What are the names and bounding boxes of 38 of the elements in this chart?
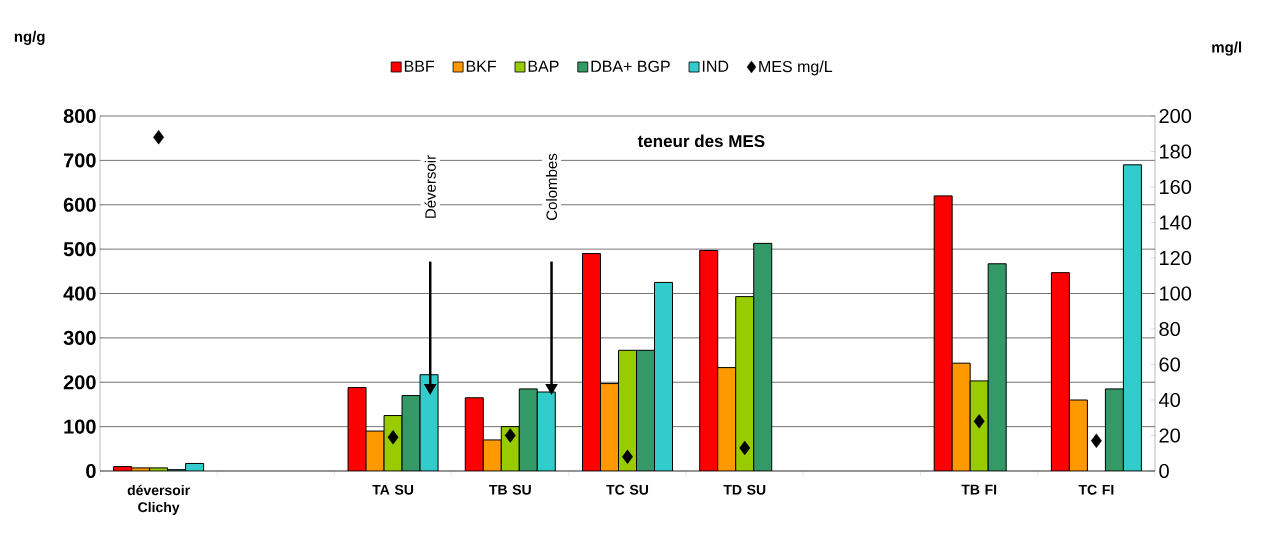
legend-label: IND <box>702 60 729 72</box>
y2-tick-label: 80 <box>1159 321 1180 337</box>
legend-label: MES mg/L <box>759 60 833 76</box>
y-tick-label: 300 <box>63 330 96 345</box>
legend-label: DBA+ BGP <box>591 60 670 72</box>
y2-tick-label: 60 <box>1159 357 1180 372</box>
legend-label: BAP <box>528 60 559 72</box>
x-tick-label: TD SU <box>723 484 766 495</box>
y2-tick-label: 40 <box>1158 392 1180 408</box>
annotation: teneur des MES <box>637 134 765 148</box>
y-axis-title: ng/g <box>14 30 45 45</box>
annotation: Colombes <box>546 153 558 220</box>
y2-axis-title: mg/l <box>1212 41 1242 56</box>
y-tick-label: 200 <box>63 375 96 390</box>
legend-label: BKF <box>466 60 496 72</box>
y-tick-label: 800 <box>63 108 96 124</box>
x-tick-label: TB FI <box>961 484 997 495</box>
y-tick-label: 600 <box>63 197 96 212</box>
x-tick-label: TA SU <box>372 484 414 495</box>
y2-tick-label: 180 <box>1160 144 1192 159</box>
y2-tick-label: 0 <box>1159 463 1169 479</box>
y-tick-label: 0 <box>86 463 96 479</box>
y2-tick-label: 20 <box>1159 428 1180 443</box>
y2-tick-label: 200 <box>1159 108 1192 124</box>
y-tick-label: 700 <box>63 153 96 168</box>
x-tick-label: TC SU <box>606 484 649 495</box>
y-tick-label: 500 <box>63 242 96 257</box>
x-tick-label: TB SU <box>489 484 531 495</box>
y2-tick-label: 100 <box>1160 286 1192 301</box>
annotation: Déversoir <box>424 155 436 218</box>
x-tick-label: TC FI <box>1078 484 1114 495</box>
x-tick-label: déversoir Clichy <box>127 484 190 515</box>
y-tick-label: 400 <box>63 286 96 301</box>
y2-tick-label: 140 <box>1160 215 1192 230</box>
y2-tick-label: 160 <box>1160 179 1192 195</box>
y-tick-label: 100 <box>64 419 96 434</box>
y2-tick-label: 120 <box>1160 250 1192 266</box>
legend-label: BBF <box>404 60 435 72</box>
